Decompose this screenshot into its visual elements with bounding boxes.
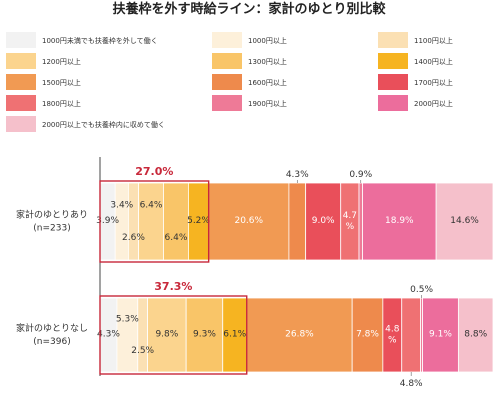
legend-swatch bbox=[6, 95, 36, 111]
legend-label: 1000円以上 bbox=[248, 36, 287, 45]
legend-swatch bbox=[212, 74, 242, 90]
data-label: 14.6% bbox=[450, 216, 479, 226]
legend-swatch bbox=[378, 53, 408, 69]
data-label: 5.3% bbox=[116, 315, 139, 325]
bar-segment bbox=[163, 182, 189, 261]
bar-segment bbox=[246, 297, 353, 373]
data-label: 4.3% bbox=[97, 329, 120, 339]
data-label: 2.6% bbox=[122, 233, 145, 243]
legend-swatch bbox=[212, 53, 242, 69]
legend-label: 1200円以上 bbox=[42, 57, 81, 66]
bar-segment bbox=[185, 297, 224, 373]
data-label: 6.4% bbox=[165, 233, 188, 243]
bar-segment bbox=[147, 297, 187, 373]
data-label: 18.9% bbox=[385, 216, 414, 226]
data-label: 26.8% bbox=[285, 329, 314, 339]
bar-segment bbox=[422, 297, 459, 373]
data-label: 6.4% bbox=[140, 201, 163, 211]
data-label: 9.8% bbox=[155, 329, 178, 339]
bar-segment bbox=[138, 182, 164, 261]
data-label: 7.8% bbox=[356, 329, 379, 339]
legend-swatch bbox=[6, 32, 36, 48]
data-label: 2.5% bbox=[131, 346, 154, 356]
bar-segment bbox=[116, 297, 139, 373]
legend-swatch bbox=[212, 32, 242, 48]
legend-label: 1500円以上 bbox=[42, 78, 81, 87]
bar-segment bbox=[128, 182, 139, 261]
legend-swatch bbox=[378, 32, 408, 48]
data-label: 4.3% bbox=[286, 170, 309, 180]
bar-segment bbox=[137, 297, 149, 373]
data-label: 5.2% bbox=[187, 216, 210, 226]
bar-segment bbox=[457, 297, 494, 373]
highlight-box bbox=[99, 295, 248, 375]
data-label: 0.5% bbox=[410, 285, 433, 295]
legend-label: 2000円以上 bbox=[414, 99, 453, 108]
legend-swatch bbox=[6, 74, 36, 90]
data-label: 20.6% bbox=[234, 216, 263, 226]
data-label: 4.7% bbox=[343, 211, 357, 232]
legend: 1000円未満でも扶養枠を外して働く 1000円以上 1100円以上 1200円以上 1… bbox=[6, 32, 453, 132]
data-label: 3.4% bbox=[110, 201, 133, 211]
data-label: 8.8% bbox=[464, 329, 487, 339]
data-label: 0.9% bbox=[349, 170, 372, 180]
legend-label: 1100円以上 bbox=[414, 36, 453, 45]
legend-swatch bbox=[378, 95, 408, 111]
bar-segment bbox=[362, 182, 437, 261]
bars: 3.9% 3.4% 2.6% 6.4% 6.4% 5.2% 20.6% 4.3% 9.0% 4.7… bbox=[96, 165, 494, 389]
legend-label: 1400円以上 bbox=[414, 57, 453, 66]
data-label: 9.1% bbox=[429, 329, 452, 339]
legend-swatch bbox=[378, 74, 408, 90]
legend-label: 1800円以上 bbox=[42, 99, 81, 108]
bar-segment bbox=[351, 297, 384, 373]
row-labels: 家計のゆとりあり(n=233) 家計のゆとりなし(n=396) bbox=[16, 209, 88, 348]
legend-swatch bbox=[212, 95, 242, 111]
data-label: 4.8% bbox=[400, 379, 423, 389]
legend-label: 2000円以上でも扶養枠内に収めて働く bbox=[42, 120, 165, 129]
highlight-callout: 27.0% bbox=[135, 165, 173, 178]
data-label: 4.8% bbox=[385, 324, 400, 345]
bar-segment bbox=[435, 182, 494, 261]
highlight-box bbox=[99, 180, 210, 263]
bar-segment bbox=[401, 297, 422, 373]
legend-label: 1600円以上 bbox=[248, 78, 287, 87]
data-label: 9.3% bbox=[193, 329, 216, 339]
legend-swatch bbox=[6, 53, 36, 69]
data-label: 3.9% bbox=[96, 216, 119, 226]
legend-label: 1000円未満でも扶養枠を外して働く bbox=[42, 36, 158, 45]
legend-swatch bbox=[6, 116, 36, 132]
legend-label: 1300円以上 bbox=[248, 57, 287, 66]
legend-label: 1900円以上 bbox=[248, 99, 287, 108]
data-label: 6.1% bbox=[223, 329, 246, 339]
category-label: 家計のゆとりなし(n=396) bbox=[16, 322, 88, 347]
bar-segment bbox=[358, 182, 363, 261]
chart-title: 扶養枠を外す時給ライン：家計のゆとり別比較 bbox=[112, 1, 386, 17]
bar-segment bbox=[288, 182, 307, 261]
highlight-callout: 37.3% bbox=[154, 280, 192, 293]
bar-segment bbox=[305, 182, 342, 261]
data-label: 9.0% bbox=[312, 216, 335, 226]
category-label: 家計のゆとりあり(n=233) bbox=[16, 209, 88, 234]
legend-label: 1700円以上 bbox=[414, 78, 453, 87]
